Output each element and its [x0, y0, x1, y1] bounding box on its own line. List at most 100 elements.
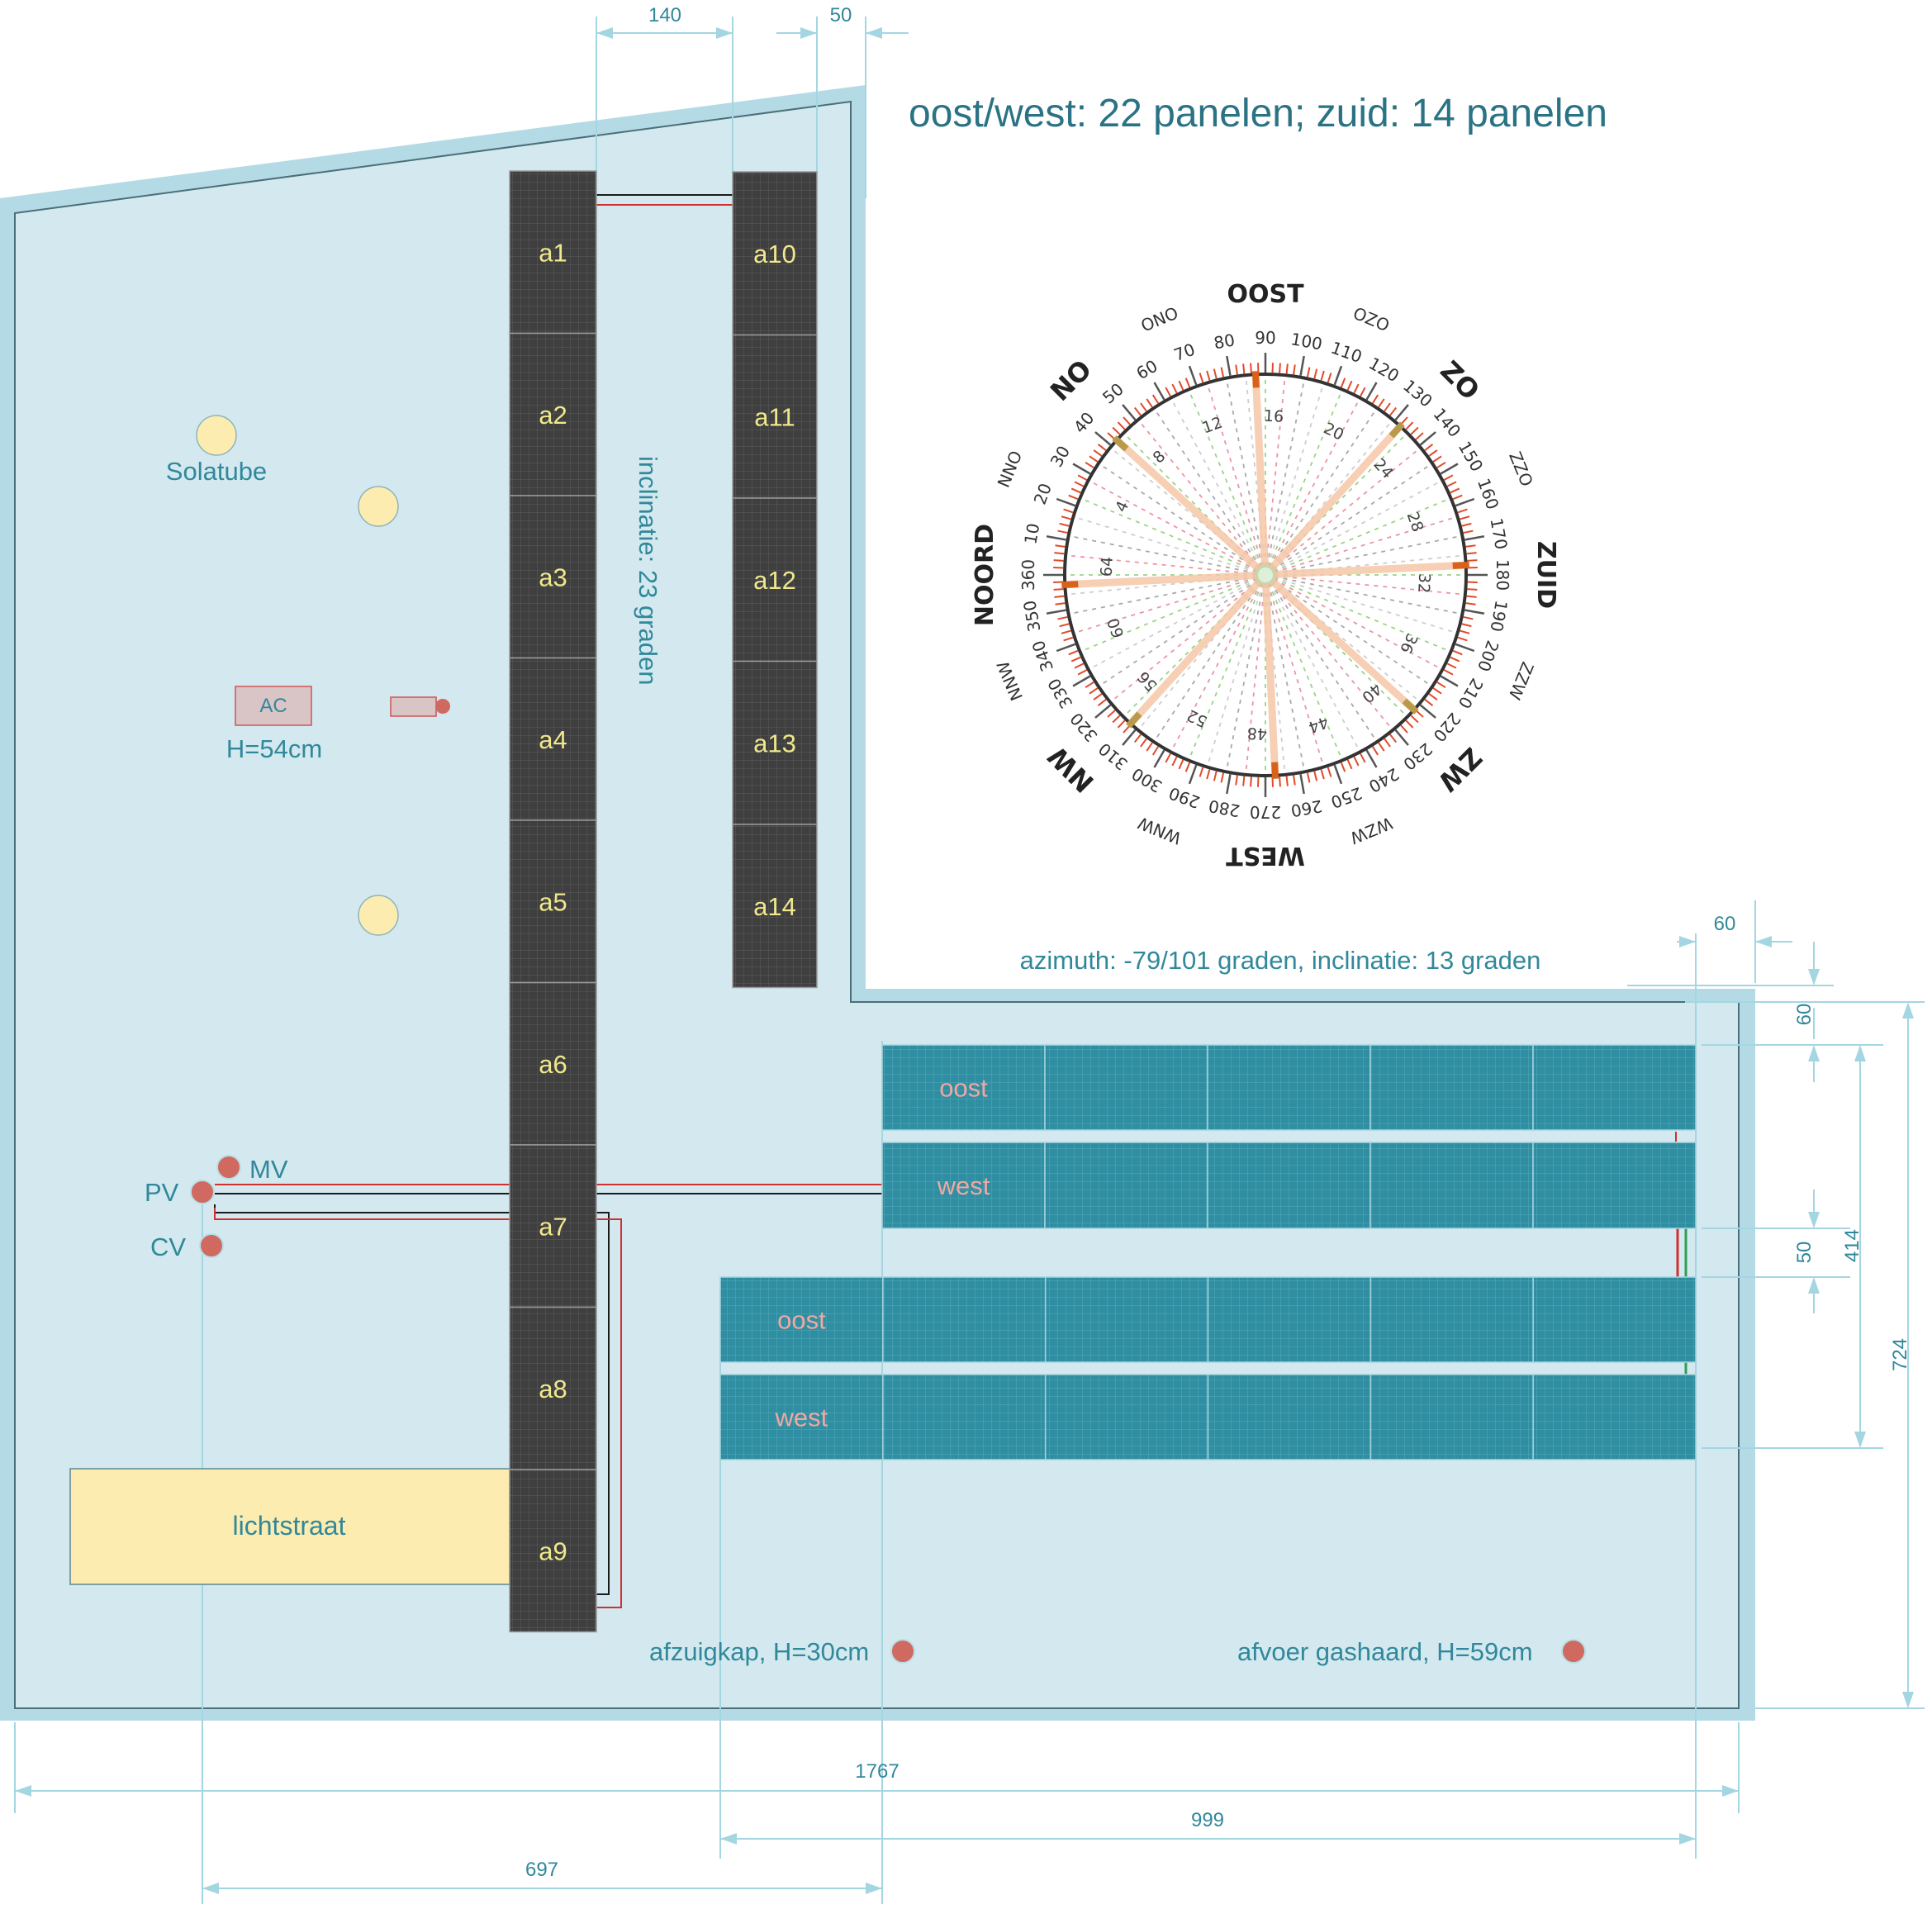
- lichtstraat-label: lichtstraat: [233, 1511, 346, 1541]
- compass-highlight-ray: [1261, 425, 1403, 579]
- solar-panel-a1: a1: [509, 170, 597, 335]
- solar-panel-a9: a9: [509, 1469, 597, 1633]
- compass-degree-label: 190: [1487, 599, 1512, 634]
- compass-tick: [1070, 487, 1081, 494]
- compass-tick: [1068, 494, 1079, 501]
- compass-highlight-ray: [1064, 571, 1270, 589]
- compass-tick: [1226, 355, 1232, 376]
- compass-tick: [1467, 559, 1478, 562]
- compass-intercardinal: NW: [1042, 740, 1100, 799]
- compass-tick: [1394, 729, 1409, 746]
- compass-degree-label: 120: [1365, 354, 1403, 387]
- compass-tick: [1055, 544, 1066, 548]
- afzuigkap-marker: [890, 1639, 915, 1664]
- compass-tick: [1440, 463, 1459, 475]
- compass-degree-label: 20: [1030, 481, 1056, 507]
- compass-tick: [1133, 734, 1142, 743]
- compass-minor-direction: ONO: [1138, 303, 1181, 336]
- solar-panel-a11: a11: [732, 334, 818, 499]
- compass-tick: [1285, 776, 1289, 786]
- compass-tick: [1093, 693, 1103, 700]
- compass-highlight-mark: [1061, 581, 1079, 589]
- compass-tick: [1235, 364, 1238, 375]
- solar-panel: [1044, 1276, 1209, 1363]
- compass-tick: [1410, 715, 1419, 724]
- panel-row-west: west: [719, 1374, 1697, 1460]
- compass-tick: [1360, 753, 1366, 763]
- pv-marker: [190, 1180, 215, 1204]
- compass-degree-label: 140: [1429, 404, 1464, 441]
- ac-connection: [435, 699, 450, 714]
- compass-tick: [1346, 380, 1353, 391]
- compass-tick: [1299, 355, 1305, 376]
- compass-tick: [1046, 609, 1066, 615]
- compass-degree-label: 160: [1474, 476, 1503, 512]
- compass-tick: [1171, 383, 1178, 394]
- compass-tick: [1419, 704, 1436, 719]
- compass-tick: [1389, 734, 1398, 743]
- compass-tick: [1056, 643, 1076, 653]
- compass-tick: [1093, 449, 1103, 457]
- compass-tick: [1450, 487, 1460, 494]
- solar-panel: [1207, 1276, 1372, 1363]
- compass-tick: [1313, 368, 1318, 379]
- compass-tick: [1466, 595, 1477, 598]
- ac-height-label: H=54cm: [226, 734, 322, 763]
- compass-tick: [1436, 461, 1446, 469]
- compass-tick: [1446, 481, 1457, 487]
- lichtstraat-skylight: [69, 1468, 510, 1585]
- compass-tick: [1371, 746, 1379, 756]
- compass-tick: [1153, 382, 1165, 401]
- compass-highlight-ray: [1128, 571, 1270, 725]
- compass-tick: [1299, 774, 1305, 795]
- compass-tick: [1213, 368, 1218, 379]
- solar-panel: [1207, 1044, 1371, 1131]
- compass-intercardinal: ZO: [1434, 354, 1486, 406]
- compass-tick: [1057, 615, 1068, 620]
- compass-tick: [1452, 494, 1463, 501]
- solar-panel-a2: a2: [509, 332, 597, 496]
- solar-panel-a12: a12: [732, 497, 818, 662]
- compass-degree-label: 210: [1455, 675, 1488, 712]
- solar-panel: [882, 1374, 1047, 1460]
- compass-tick: [1072, 675, 1091, 687]
- mv-label: MV: [249, 1155, 288, 1184]
- solar-panel-a10: a10: [732, 171, 818, 336]
- dimension-697: 697: [525, 1859, 558, 1881]
- compass-tick: [1279, 776, 1281, 787]
- compass-hour-mark: 36: [1396, 630, 1421, 656]
- compass-tick: [1394, 404, 1409, 421]
- compass-degree-label: 70: [1171, 340, 1198, 365]
- compass-highlight-ray: [1261, 561, 1467, 579]
- compass-hour-mark: 60: [1104, 615, 1128, 640]
- compass-tick: [1450, 656, 1460, 662]
- compass-tick: [1068, 649, 1079, 656]
- panel-row-oost: oost: [881, 1044, 1697, 1131]
- solar-panel-label: a13: [753, 729, 796, 757]
- compass-minor-direction: ZZO: [1505, 449, 1537, 489]
- compass-tick: [1153, 749, 1165, 768]
- compass-tick: [1455, 643, 1475, 653]
- compass-tick: [1107, 710, 1116, 718]
- compass-tick: [1063, 636, 1074, 642]
- solar-panel: [1207, 1142, 1371, 1229]
- solar-panel-a3: a3: [509, 495, 597, 659]
- compass-tick: [1097, 699, 1107, 707]
- compass-tick: [1327, 767, 1332, 777]
- compass-degree-label: 290: [1166, 783, 1203, 813]
- compass-tick: [1097, 443, 1107, 451]
- compass-tick: [1457, 508, 1468, 514]
- compass-tick: [1242, 776, 1246, 786]
- compass-tick: [1056, 497, 1076, 507]
- compass-degree-label: 230: [1399, 738, 1436, 774]
- compass-tick: [1460, 515, 1470, 520]
- compass-tick: [1140, 402, 1147, 412]
- compass-tick: [1463, 529, 1474, 534]
- compass-tick: [1213, 771, 1218, 781]
- cv-marker: [199, 1233, 224, 1258]
- south-array-label: inclinatie: 23 graden: [634, 456, 662, 685]
- compass-minor-direction: ZZW: [1504, 659, 1537, 703]
- compass-tick: [1333, 764, 1343, 785]
- compass-tick: [1455, 497, 1475, 507]
